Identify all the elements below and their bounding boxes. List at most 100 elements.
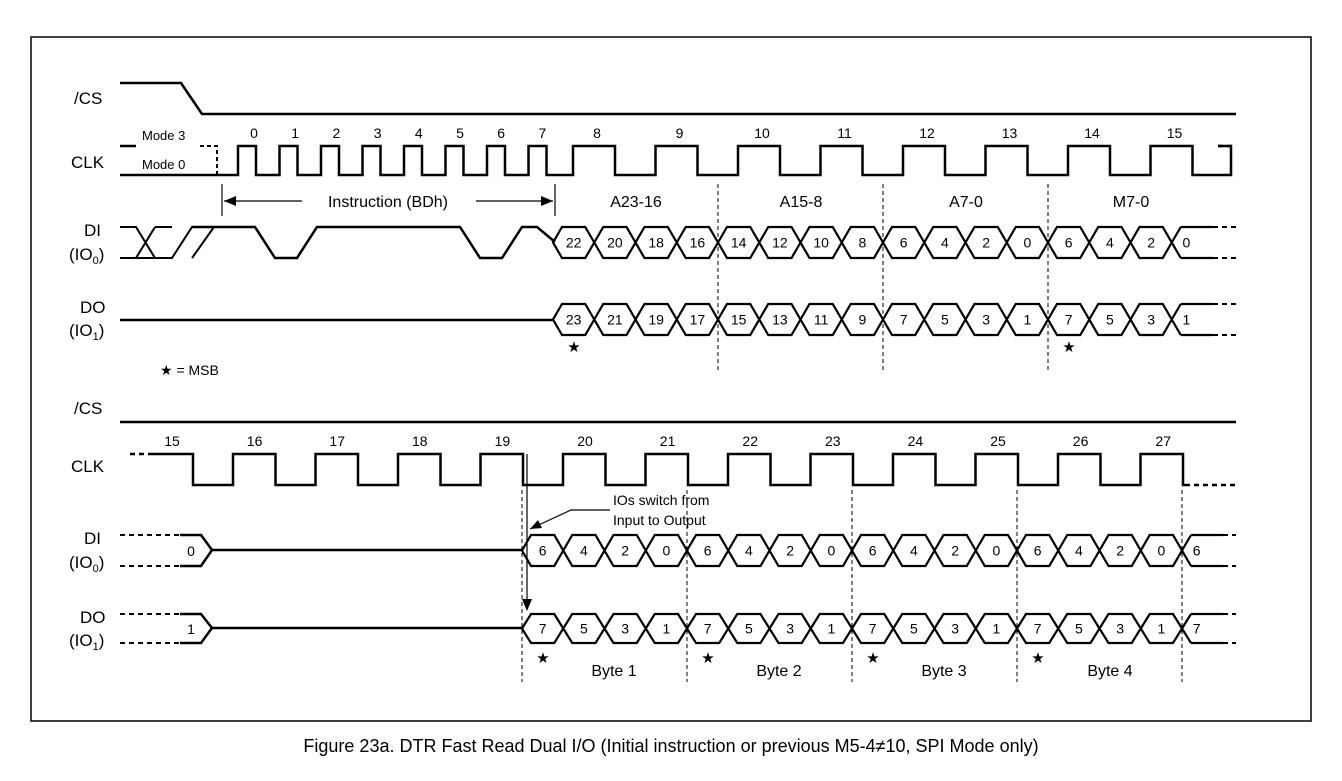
do-tail-dashed-bottom	[1214, 613, 1236, 644]
byte-label-2: Byte 2	[756, 663, 801, 680]
clk-number-top: 7	[539, 125, 547, 141]
di-bit-cell-top-value: 12	[772, 235, 788, 251]
do-bit-cell-bottom-value: 7	[1034, 621, 1042, 637]
do-bit-cell-top-value: 1	[1023, 312, 1031, 328]
clk-number-top: 12	[919, 125, 935, 141]
mode3-label: Mode 3	[142, 128, 185, 143]
clk-number-bottom: 21	[660, 433, 676, 449]
clk-number-bottom: 23	[825, 433, 841, 449]
byte-label-4: Byte 4	[1087, 663, 1132, 680]
do-bit-cell-bottom-value: 1	[827, 621, 835, 637]
clk-number-top: 0	[250, 125, 258, 141]
mode0-label: Mode 0	[142, 157, 185, 172]
address-label-m7-0: M7-0	[1113, 194, 1150, 211]
di-bit-cell-bottom-value: 2	[951, 543, 959, 559]
di-first-bit-bottom	[180, 533, 214, 568]
address-label-a15-8: A15-8	[780, 194, 823, 211]
di-bit-cell-top-value: 22	[566, 235, 582, 251]
instruction-arrowhead-left	[224, 196, 236, 206]
do-bit-cell-top-value: 15	[731, 312, 747, 328]
di-bit-cell-top-value: 0	[1182, 235, 1190, 251]
di-bit-cell-bottom-value: 6	[869, 543, 877, 559]
figure-caption: Figure 23a. DTR Fast Read Dual I/O (Init…	[303, 736, 1039, 756]
do-bit-cell-bottom-value: 7	[704, 621, 712, 637]
clk-number-bottom: 25	[990, 433, 1006, 449]
clk-number-top: 6	[497, 125, 505, 141]
clk-number-bottom: 18	[412, 433, 428, 449]
do-bit-cell-bottom-value: 7	[1193, 621, 1201, 637]
do-bit-cell-bottom-value: 1	[1157, 621, 1165, 637]
clk-number-top: 8	[593, 125, 601, 141]
clk-number-bottom: 19	[495, 433, 511, 449]
di-bit-cell-bottom-value: 4	[1075, 543, 1083, 559]
clk-number-top: 2	[333, 125, 341, 141]
do-bit-cell-bottom-value: 1	[662, 621, 670, 637]
di-bit-cell-bottom-value: 2	[786, 543, 794, 559]
clk-label-top: CLK	[71, 153, 105, 172]
do-bit-cell-top-value: 21	[607, 312, 623, 328]
msb-star-bottom-4: ★	[1031, 650, 1044, 667]
di-instruction-waveform	[192, 225, 556, 260]
di-bit-cell-bottom-value: 6	[539, 543, 547, 559]
di-io-label-bottom: (IO0)	[69, 553, 104, 575]
do-tail-dashed-top	[1213, 303, 1236, 336]
clk-number-bottom: 26	[1073, 433, 1089, 449]
byte-label-1: Byte 1	[591, 663, 636, 680]
io-switch-leader	[529, 509, 610, 530]
address-label-a7-0: A7-0	[949, 194, 983, 211]
clk-number-bottom: 22	[742, 433, 758, 449]
di-tail-dashed-top	[1213, 226, 1236, 259]
clk-waveform-bottom	[152, 452, 1185, 487]
address-label-a23-16: A23-16	[610, 194, 662, 211]
clk-number-bottom: 24	[908, 433, 924, 449]
do-bit-cell-bottom-value: 5	[1075, 621, 1083, 637]
do-bit-cell-top-value: 3	[1147, 312, 1155, 328]
clk-number-top: 11	[837, 125, 852, 141]
do-bit-cell-top-value: 3	[982, 312, 990, 328]
do-io-label-bottom: (IO1)	[69, 631, 104, 653]
clk-waveform-top	[137, 144, 1233, 177]
di-label-top: DI	[84, 221, 101, 240]
clk-number-bottom: 27	[1155, 433, 1171, 449]
clk-number-bottom: 15	[164, 433, 180, 449]
do-bit-cell-top-value: 23	[566, 312, 582, 328]
di-bit-cell-bottom-value: 2	[621, 543, 629, 559]
di-bit-cell-top-value: 2	[1147, 235, 1155, 251]
clk-number-bottom: 17	[329, 433, 345, 449]
clk-label-bottom: CLK	[71, 457, 105, 476]
clk-number-top: 5	[456, 125, 464, 141]
di-bit-cell-top-value: 6	[900, 235, 908, 251]
cs-label-top: /CS	[74, 89, 102, 108]
di-data-bus-top: 22 20 18 16 14 12 10 8 6 4 2 0 6 4 2 0	[551, 225, 1213, 260]
io-switch-text-2: Input to Output	[613, 512, 706, 528]
do-bit-cell-bottom-value: 1	[992, 621, 1000, 637]
do-bit-cell-bottom-value: 3	[1116, 621, 1124, 637]
do-bit-cell-bottom-value: 7	[539, 621, 547, 637]
do-bit-cell-top-value: 9	[858, 312, 866, 328]
di-dontcare-top	[120, 226, 216, 259]
do-bit-cell-top-value: 5	[1106, 312, 1114, 328]
clk-numbers-bottom: 15 16 17 18 19 20 21 22 23 24 25 26 27	[164, 433, 1171, 449]
do-bit-cell-bottom-value: 7	[869, 621, 877, 637]
di-bit-cell-top-value: 4	[1106, 235, 1114, 251]
di-bit-cell-bottom-value: 2	[1116, 543, 1124, 559]
io-switch-text-1: IOs switch from	[613, 492, 709, 508]
clk-number-top: 3	[374, 125, 382, 141]
msb-star-top-2: ★	[1062, 339, 1075, 356]
do-bit-cell-top-value: 17	[690, 312, 706, 328]
do-io-label-top: (IO1)	[69, 321, 104, 343]
clk-number-top: 1	[291, 125, 299, 141]
di-bit-cell-bottom-value: 4	[910, 543, 918, 559]
do-bit-cell-top-value: 7	[1065, 312, 1073, 328]
do-bit-cell-bottom	[1181, 612, 1224, 645]
do-bit-cell-top-value: 11	[814, 312, 829, 328]
do-bit-cell-bottom-value: 3	[621, 621, 629, 637]
do-data-bus-top: 23 21 19 17 15 13 11 9 7 5 3 1 7 5 3 1	[551, 302, 1213, 337]
di-bit-cell-top-value: 0	[1023, 235, 1031, 251]
do-bit-cell-top-value: 13	[772, 312, 788, 328]
di-bit-cell-top-value: 14	[731, 235, 747, 251]
msb-star-bottom-2: ★	[701, 650, 714, 667]
di-first-value-bottom: 0	[187, 543, 195, 559]
di-bit-cell-bottom-value: 4	[745, 543, 753, 559]
